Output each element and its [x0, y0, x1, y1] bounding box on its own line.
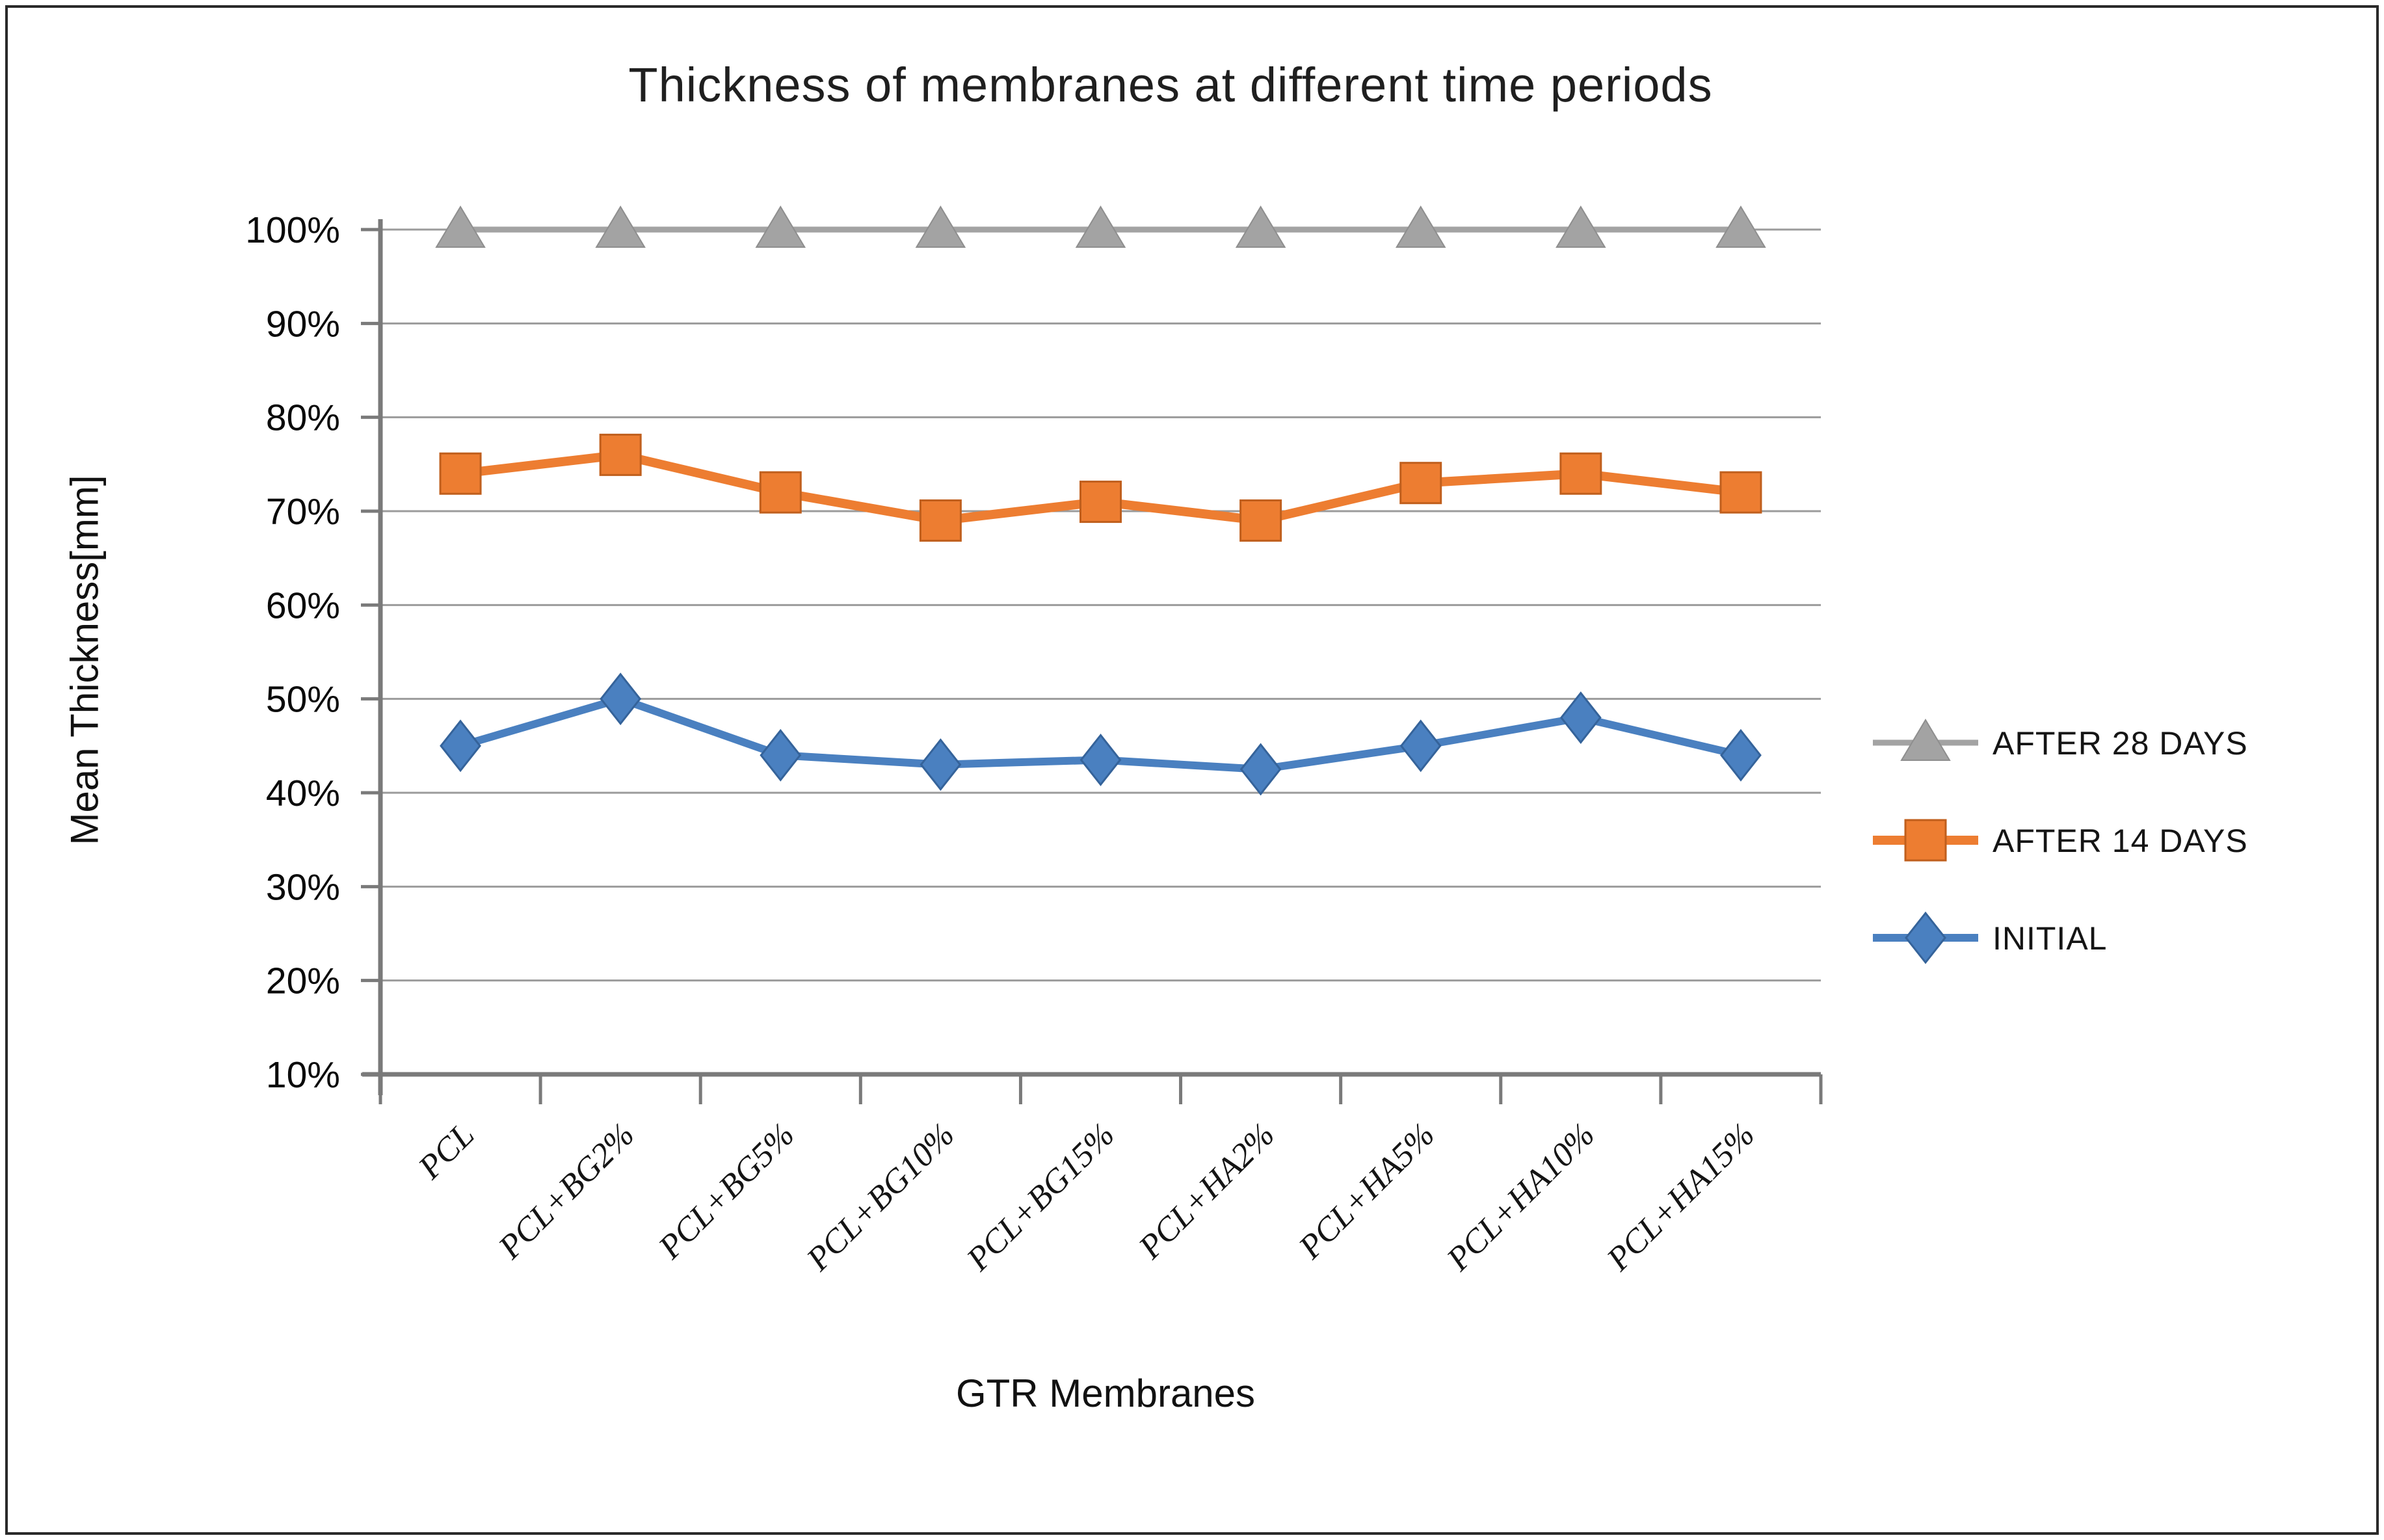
- data-point-marker: [1720, 728, 1762, 782]
- data-point-marker: [759, 471, 802, 514]
- x-category-label: PCL+HA15%: [1600, 1116, 1762, 1279]
- legend-marker-initial: [1905, 911, 1946, 964]
- legend-label-after-14-days: AFTER 14 DAYS: [1993, 823, 2248, 859]
- y-tick-label: 10%: [266, 1054, 340, 1096]
- chart-title: Thickness of membranes at different time…: [628, 58, 1713, 112]
- series-initial: [440, 672, 1762, 796]
- data-point-marker: [1079, 481, 1122, 524]
- series-after-28-days: [435, 206, 1766, 248]
- data-point-marker: [920, 738, 962, 791]
- legend-entry-after-14-days: AFTER 14 DAYS: [1873, 819, 2248, 862]
- y-tick-label: 50%: [266, 679, 340, 721]
- x-category-label: PCL: [411, 1116, 481, 1186]
- data-point-marker: [1715, 206, 1766, 248]
- data-point-marker: [755, 206, 806, 248]
- data-point-marker: [1559, 452, 1602, 495]
- data-point-marker: [435, 206, 486, 248]
- x-category-label: PCL+BG2%: [491, 1116, 641, 1266]
- x-category-label: PCL+HA2%: [1132, 1116, 1282, 1266]
- data-point-marker: [915, 206, 966, 248]
- data-point-marker: [1719, 471, 1762, 514]
- legend-label-after-28-days: AFTER 28 DAYS: [1993, 725, 2248, 762]
- y-tick-label: 80%: [266, 397, 340, 439]
- data-point-marker: [595, 206, 646, 248]
- data-point-marker: [599, 433, 642, 476]
- data-point-marker: [760, 728, 802, 782]
- data-point-marker: [1559, 691, 1602, 744]
- y-tick-label: 20%: [266, 961, 340, 1002]
- x-category-label: PCL+HA5%: [1291, 1116, 1442, 1266]
- data-point-marker: [600, 672, 642, 726]
- y-tick-label: 70%: [266, 491, 340, 533]
- figure-border: [5, 5, 2379, 1535]
- y-tick-label: 30%: [266, 866, 340, 908]
- series-after-14-days: [439, 433, 1762, 542]
- data-point-marker: [1399, 719, 1442, 773]
- x-category-label: PCL+BG15%: [959, 1116, 1122, 1279]
- data-point-marker: [1079, 734, 1122, 786]
- y-tick-label: 100%: [245, 209, 340, 251]
- data-point-marker: [1235, 206, 1286, 248]
- y-tick-label: 60%: [266, 585, 340, 626]
- x-category-label: PCL+HA10%: [1440, 1116, 1602, 1279]
- x-category-label: PCL+BG5%: [651, 1116, 801, 1266]
- legend-marker-after-14-days: [1904, 819, 1947, 862]
- data-point-marker: [440, 719, 481, 773]
- data-point-marker: [439, 452, 482, 495]
- y-tick-label: 90%: [266, 303, 340, 345]
- x-axis-title: GTR Membranes: [955, 1372, 1256, 1415]
- data-point-marker: [1556, 206, 1606, 248]
- legend-label-initial: INITIAL: [1993, 920, 2107, 957]
- legend-entry-initial: INITIAL: [1873, 911, 2107, 964]
- data-point-marker: [1239, 743, 1282, 796]
- legend-entry-after-28-days: AFTER 28 DAYS: [1873, 719, 2248, 762]
- x-category-label: PCL+BG10%: [799, 1116, 962, 1279]
- y-tick-label: 40%: [266, 773, 340, 814]
- data-point-marker: [919, 499, 962, 542]
- legend-marker-after-28-days: [1900, 719, 1951, 761]
- data-point-marker: [1395, 206, 1446, 248]
- data-point-marker: [1239, 499, 1282, 542]
- data-point-marker: [1075, 206, 1126, 248]
- data-point-marker: [1399, 462, 1442, 505]
